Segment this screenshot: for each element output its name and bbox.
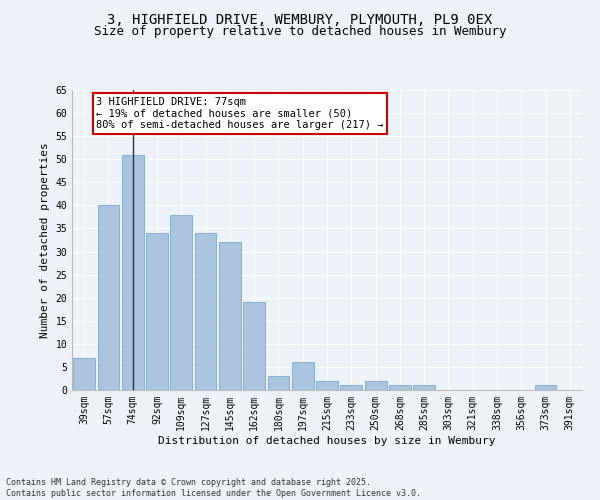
Bar <box>292 362 314 390</box>
Bar <box>146 233 168 390</box>
Bar <box>243 302 265 390</box>
Bar <box>170 214 192 390</box>
Text: 3, HIGHFIELD DRIVE, WEMBURY, PLYMOUTH, PL9 0EX: 3, HIGHFIELD DRIVE, WEMBURY, PLYMOUTH, P… <box>107 12 493 26</box>
Text: Contains HM Land Registry data © Crown copyright and database right 2025.
Contai: Contains HM Land Registry data © Crown c… <box>6 478 421 498</box>
Bar <box>219 242 241 390</box>
Bar <box>389 386 411 390</box>
Bar <box>365 381 386 390</box>
Bar <box>268 376 289 390</box>
Bar <box>97 206 119 390</box>
Bar <box>413 386 435 390</box>
Y-axis label: Number of detached properties: Number of detached properties <box>40 142 50 338</box>
X-axis label: Distribution of detached houses by size in Wembury: Distribution of detached houses by size … <box>158 436 496 446</box>
Bar <box>122 154 143 390</box>
Text: Size of property relative to detached houses in Wembury: Size of property relative to detached ho… <box>94 25 506 38</box>
Bar <box>535 386 556 390</box>
Bar <box>73 358 95 390</box>
Bar <box>316 381 338 390</box>
Text: 3 HIGHFIELD DRIVE: 77sqm
← 19% of detached houses are smaller (50)
80% of semi-d: 3 HIGHFIELD DRIVE: 77sqm ← 19% of detach… <box>96 97 384 130</box>
Bar <box>194 233 217 390</box>
Bar <box>340 386 362 390</box>
